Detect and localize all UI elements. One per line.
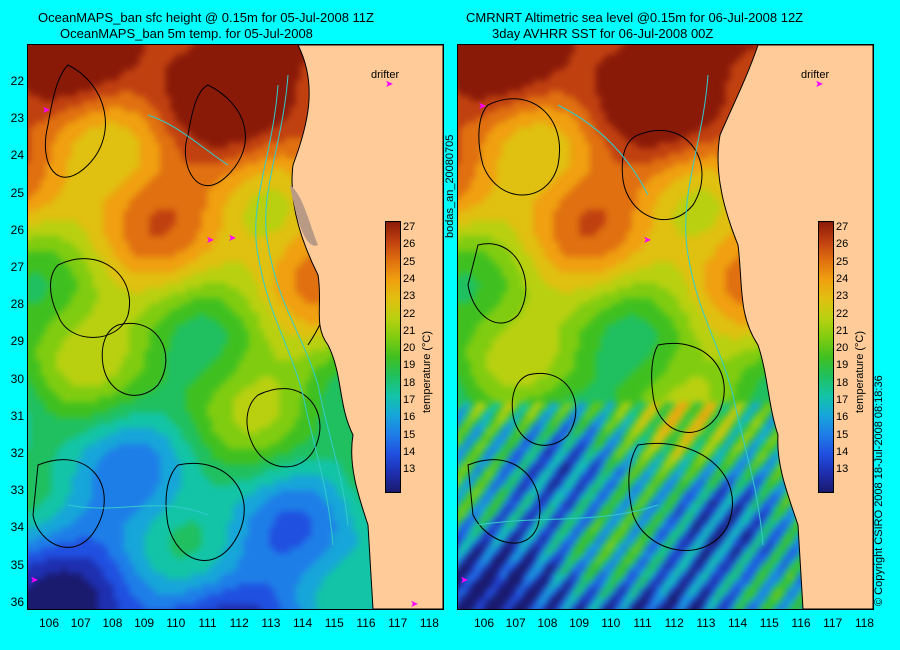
colorbar-tick-label: 16 — [403, 411, 416, 424]
colorbar-tick-label: 19 — [836, 359, 849, 372]
drifter-marker: ➤ — [643, 235, 652, 246]
longitude-tick-label: 111 — [198, 616, 217, 630]
colorbar-tick-label: 27 — [836, 221, 849, 233]
latitude-tick-label: 29 — [10, 334, 24, 349]
colorbar-tick-label: 13 — [403, 463, 416, 476]
colorbar-tick-label: 26 — [403, 238, 416, 251]
latitude-tick-label: 30 — [10, 371, 24, 386]
colorbar-tick-label: 25 — [836, 255, 849, 268]
drifter-legend-label: drifter — [371, 69, 400, 81]
drifter-legend-icon: ➤ — [815, 79, 824, 90]
colorbar-tick-label: 16 — [836, 411, 849, 424]
colorbar-tick-label: 17 — [836, 394, 849, 406]
longitude-tick-label: 108 — [537, 616, 558, 630]
colorbar-tick-label: 21 — [836, 324, 849, 337]
longitude-tick-label: 107 — [70, 616, 91, 630]
colorbar-tick-label: 14 — [836, 445, 849, 458]
colorbar-tick-label: 18 — [836, 376, 849, 389]
longitude-tick-label: 115 — [324, 616, 344, 630]
colorbar-label: temperature (°C) — [421, 330, 433, 413]
longitude-tick-label: 110 — [166, 616, 186, 630]
drifter-marker: ➤ — [478, 101, 487, 112]
colorbar-tick-label: 15 — [403, 428, 416, 441]
longitude-tick-label: 114 — [293, 616, 313, 630]
latitude-tick-label: 32 — [10, 446, 24, 460]
longitude-tick-label: 118 — [854, 616, 874, 630]
right-title-line2: 3day AVHRR SST for 06-Jul-2008 00Z — [492, 26, 714, 41]
drifter-marker: ➤ — [30, 575, 39, 586]
right-contour-overlay — [467, 45, 873, 609]
right-title-line1: CMRNRT Altimetric sea level @0.15m for 0… — [466, 10, 804, 25]
colorbar-tick-label: 13 — [836, 463, 849, 476]
longitude-tick-label: 116 — [791, 616, 811, 630]
latitude-tick-label: 25 — [10, 185, 24, 200]
longitude-tick-label: 111 — [633, 616, 652, 630]
colorbar-tick-label: 15 — [836, 428, 849, 441]
longitude-tick-label: 106 — [473, 616, 495, 630]
left-contour-overlay — [32, 45, 443, 609]
drifter-marker: ➤ — [460, 575, 469, 586]
colorbar-tick-label: 17 — [403, 394, 416, 406]
left-title-line2: OceanMAPS_ban 5m temp. for 05-Jul-2008 — [60, 26, 313, 41]
colorbar-tick-label: 24 — [836, 272, 849, 285]
colorbar-tick-label: 24 — [403, 272, 416, 285]
colorbar-tick-label: 22 — [403, 307, 416, 320]
drifter-legend-label: drifter — [801, 69, 830, 81]
longitude-tick-label: 109 — [569, 616, 590, 630]
colorbar-tick-label: 14 — [403, 445, 416, 458]
latitude-tick-label: 23 — [10, 111, 24, 126]
center-label: bodas_an_20080705 — [444, 134, 456, 238]
drifter-marker: ➤ — [228, 233, 237, 244]
latitude-tick-label: 34 — [10, 520, 24, 535]
longitude-tick-label: 109 — [134, 616, 155, 630]
longitude-tick-label: 112 — [664, 616, 684, 630]
drifter-marker: ➤ — [42, 105, 51, 116]
longitude-tick-label: 115 — [759, 616, 779, 630]
longitude-tick-label: 117 — [388, 616, 408, 630]
longitude-tick-label: 113 — [261, 616, 281, 630]
longitude-tick-label: 117 — [823, 616, 843, 630]
drifter-marker: ➤ — [206, 235, 215, 246]
latitude-tick-label: 24 — [10, 148, 24, 163]
left-map-panel: drifter ➤ ➤ ➤ ➤ ➤ ➤ 27 26 25 24 23 22 21 20 19 18… — [27, 44, 444, 610]
latitude-tick-label: 27 — [10, 260, 24, 274]
latitude-tick-label: 28 — [10, 297, 24, 312]
colorbar-tick-label: 23 — [403, 290, 416, 303]
longitude-tick-label: 114 — [728, 616, 748, 630]
left-title-line1: OceanMAPS_ban sfc height @ 0.15m for 05-… — [38, 10, 374, 25]
drifter-marker: ➤ — [410, 599, 419, 610]
colorbar-tick-label: 20 — [836, 342, 849, 355]
longitude-tick-label: 116 — [356, 616, 376, 630]
latitude-tick-label: 36 — [10, 594, 24, 609]
colorbar-tick-label: 23 — [836, 290, 849, 303]
latitude-tick-label: 31 — [10, 408, 24, 423]
latitude-tick-label: 26 — [10, 222, 24, 237]
longitude-tick-label: 113 — [696, 616, 716, 630]
drifter-legend-icon: ➤ — [385, 79, 394, 90]
colorbar-tick-label: 21 — [403, 324, 416, 337]
colorbar — [385, 221, 401, 493]
copyright-text: © Copyright CSIRO 2008 18-Jul-2008 08:18… — [873, 375, 885, 606]
colorbar-tick-label: 27 — [403, 221, 416, 233]
colorbar-tick-label: 19 — [403, 359, 416, 372]
right-map-panel: drifter ➤ ➤ ➤ ➤ 27 26 25 24 23 22 21 20 19 18 17 16… — [457, 44, 874, 610]
colorbar-tick-label: 26 — [836, 238, 849, 251]
longitude-tick-label: 106 — [38, 616, 60, 630]
longitude-tick-label: 118 — [419, 616, 439, 630]
colorbar-tick-label: 20 — [403, 342, 416, 355]
longitude-tick-label: 110 — [601, 616, 621, 630]
colorbar-label: temperature (°C) — [854, 330, 866, 413]
latitude-tick-label: 22 — [10, 74, 24, 88]
longitude-tick-label: 112 — [229, 616, 249, 630]
colorbar-tick-label: 18 — [403, 376, 416, 389]
latitude-tick-label: 33 — [10, 483, 24, 498]
longitude-tick-label: 107 — [505, 616, 526, 630]
colorbar — [818, 221, 834, 493]
colorbar-tick-label: 25 — [403, 255, 416, 268]
longitude-tick-label: 108 — [102, 616, 123, 630]
latitude-tick-label: 35 — [10, 557, 24, 572]
colorbar-tick-label: 22 — [836, 307, 849, 320]
